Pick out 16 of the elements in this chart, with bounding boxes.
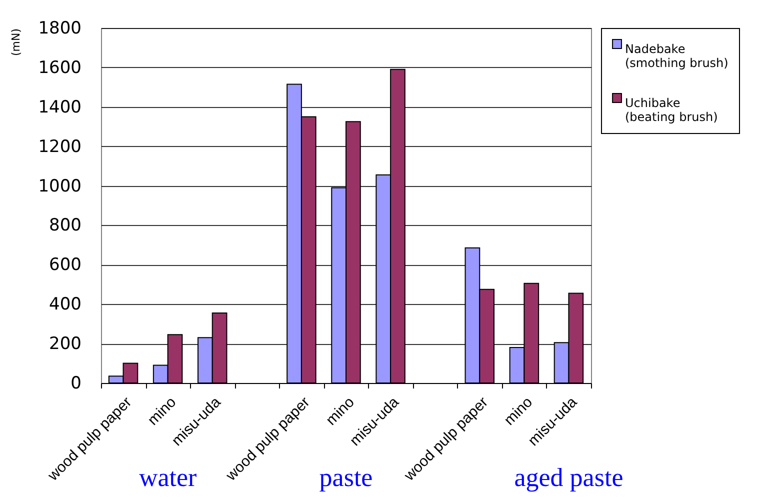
y-tick-label: 1400 [38, 97, 82, 118]
text: aged paste [514, 463, 624, 492]
text: water [138, 463, 198, 492]
y-axis-title: (mN) [10, 28, 22, 56]
y-tick-label: 400 [49, 294, 82, 315]
text: paste [319, 463, 373, 492]
y-tick-label: 800 [49, 216, 82, 236]
y-tick-label: 1600 [38, 58, 82, 78]
y-tick-label: 200 [49, 334, 82, 354]
y-tick-label: 600 [49, 255, 82, 276]
y-tick-label: 1000 [38, 176, 82, 196]
y-tick-label: 1800 [38, 18, 82, 38]
legend-label: Uchibake (beating brush) [625, 96, 718, 124]
legend-label: Nadebake (smothing brush) [625, 42, 728, 70]
y-tick-label: 1200 [38, 136, 82, 157]
y-tick-label: 0 [70, 374, 82, 394]
